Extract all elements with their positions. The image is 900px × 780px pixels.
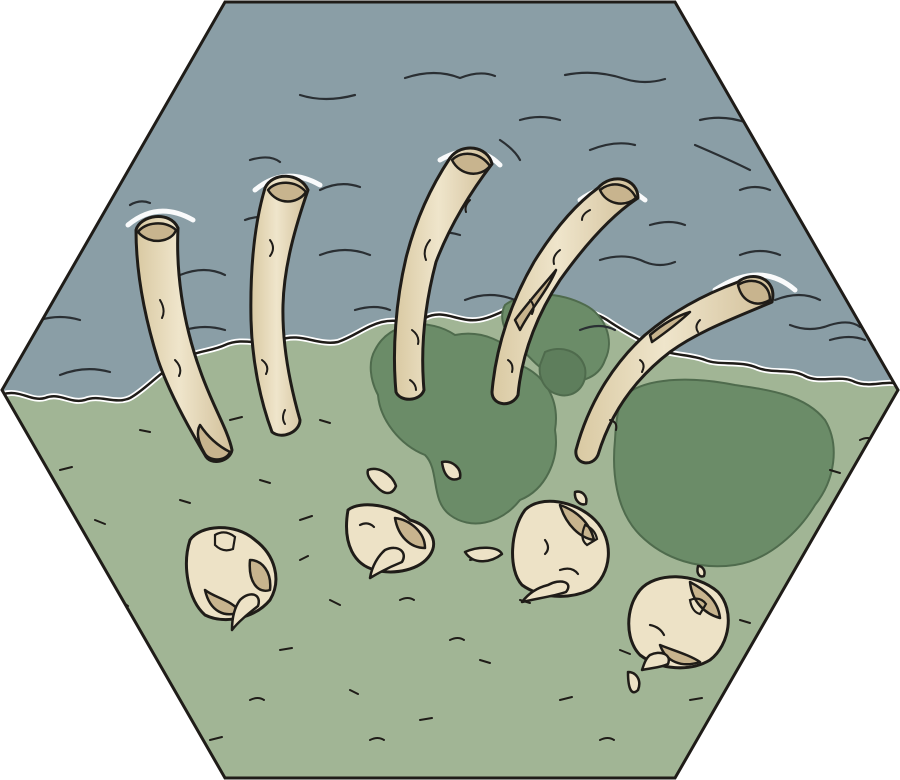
bone-shard-icon — [573, 490, 588, 506]
skull-fragment-icon — [345, 503, 436, 574]
bone-shards — [366, 460, 706, 694]
rib-bone-icon — [134, 214, 234, 463]
bone-shard-icon — [626, 670, 641, 694]
bone-shard-icon — [696, 564, 706, 578]
fangs — [230, 546, 671, 672]
skull-shading — [203, 503, 722, 666]
water-ripples — [38, 71, 867, 377]
bone-shard-icon — [463, 546, 504, 563]
rib-cracks — [159, 199, 701, 431]
rib-shading — [136, 152, 772, 461]
bone-shard-icon — [366, 467, 398, 495]
rib-bone-icon — [249, 174, 310, 437]
skull-details — [213, 522, 708, 637]
bone-shard-icon — [440, 460, 462, 481]
